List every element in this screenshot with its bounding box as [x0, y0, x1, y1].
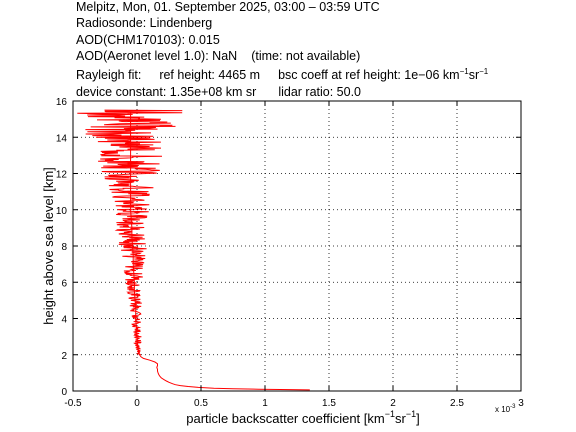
x-tick-label: 2.5	[450, 398, 464, 409]
rayleigh-fit-label: Rayleigh fit:	[76, 68, 142, 82]
x-tick-label: 1	[262, 398, 268, 409]
y-tick-label: 4	[61, 315, 67, 326]
rayleigh-fit-line: Rayleigh fit: ref height: 4465 m bsc coeff…	[76, 67, 489, 83]
aod-aeronet-time: (time: not available)	[251, 49, 361, 63]
radiosonde-line: Radiosonde: Lindenberg	[76, 16, 213, 30]
x-tick-label: 1.5	[322, 398, 336, 409]
profile-noise	[77, 109, 183, 356]
x-tick-labels: -0.5 0 0.5 1 1.5 2 2.5 3	[64, 398, 524, 409]
station-date-line: Melpitz, Mon, 01. September 2025, 03:00 …	[76, 0, 380, 14]
bsc-coeff-ref: bsc coeff at ref height: 1e−06 km	[278, 68, 460, 82]
x-axis-label-exp2: −1	[406, 409, 416, 419]
device-constant-line: device constant: 1.35e+08 km sr lidar rat…	[76, 85, 361, 99]
bsc-coeff-unit-sr: sr	[468, 68, 480, 82]
aod-aeronet-line: AOD(Aeronet level 1.0): NaN (time: not av…	[76, 49, 360, 63]
x-axis-multiplier-base: x 10	[495, 405, 511, 414]
tick-marks	[72, 100, 522, 392]
x-axis-multiplier-exp: -3	[510, 404, 516, 410]
y-tick-label: 14	[56, 133, 68, 144]
y-tick-label: 0	[61, 387, 67, 398]
x-axis-multiplier: x 10-3	[495, 404, 516, 414]
x-tick-label: -0.5	[64, 398, 82, 409]
y-tick-labels: 0 2 4 6 8 10 12 14 16	[56, 97, 68, 398]
y-tick-label: 10	[56, 206, 68, 217]
x-axis-label-main: particle backscatter coefficient [km	[186, 411, 384, 426]
y-tick-label: 12	[56, 170, 68, 181]
profile-series	[77, 109, 310, 391]
y-axis-label: height above sea level [km]	[41, 167, 56, 325]
y-tick-label: 16	[56, 97, 68, 108]
profile-line	[130, 111, 310, 391]
bsc-coeff-unit-exp1: −1	[459, 67, 469, 76]
x-tick-label: 0	[134, 398, 140, 409]
x-axis-label-sr: sr	[395, 411, 407, 426]
ref-height: ref height: 4465 m	[159, 68, 261, 82]
lidar-ratio: lidar ratio: 50.0	[278, 85, 361, 99]
x-tick-label: 2	[390, 398, 396, 409]
device-constant: device constant: 1.35e+08 km sr	[76, 85, 257, 99]
x-tick-label: 3	[518, 398, 524, 409]
x-axis-label: particle backscatter coefficient [km−1sr…	[186, 409, 419, 426]
aod-aeronet-value: AOD(Aeronet level 1.0): NaN	[76, 49, 238, 63]
y-tick-label: 2	[61, 351, 67, 362]
aod-chm-line: AOD(CHM170103): 0.015	[76, 33, 220, 47]
x-axis-label-end: ]	[416, 411, 420, 426]
grid-lines	[73, 101, 521, 391]
y-tick-label: 6	[61, 278, 67, 289]
y-tick-label: 8	[61, 242, 67, 253]
bsc-coeff-unit-exp2: −1	[479, 67, 489, 76]
x-axis-label-exp1: −1	[385, 409, 395, 419]
x-tick-label: 0.5	[194, 398, 208, 409]
